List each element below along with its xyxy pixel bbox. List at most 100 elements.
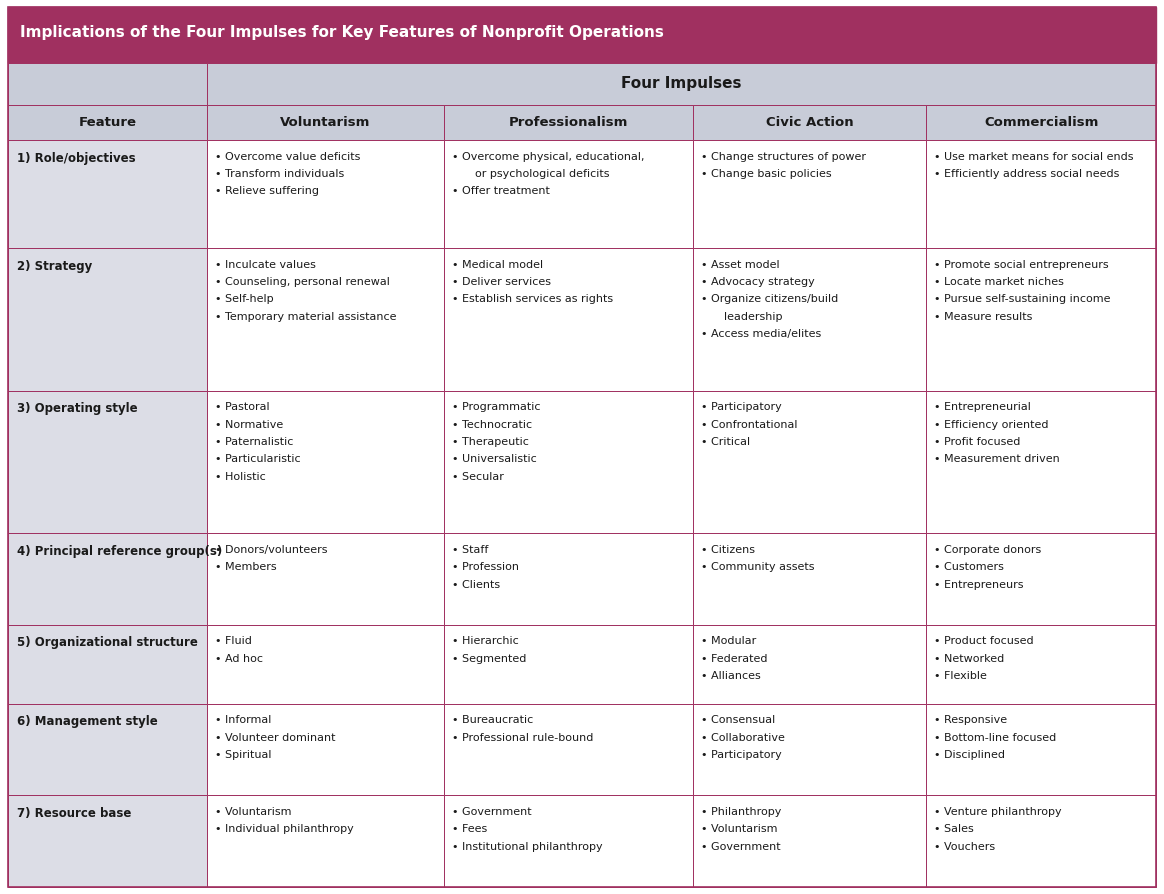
Text: • Asset model: • Asset model bbox=[702, 259, 780, 270]
Bar bbox=[8, 391, 207, 533]
Bar bbox=[8, 63, 207, 105]
Bar bbox=[694, 391, 927, 533]
Text: • Institutional philanthropy: • Institutional philanthropy bbox=[453, 842, 603, 852]
Text: • Consensual: • Consensual bbox=[702, 715, 775, 725]
Text: • Disciplined: • Disciplined bbox=[935, 750, 1006, 760]
Text: • Efficiency oriented: • Efficiency oriented bbox=[935, 419, 1049, 430]
Text: Civic Action: Civic Action bbox=[766, 116, 853, 129]
Text: • Fees: • Fees bbox=[453, 824, 488, 834]
Bar bbox=[207, 63, 1156, 105]
Bar bbox=[694, 248, 927, 391]
Text: Implications of the Four Impulses for Key Features of Nonprofit Operations: Implications of the Four Impulses for Ke… bbox=[20, 25, 663, 40]
Bar bbox=[445, 391, 694, 533]
Text: 1) Role/objectives: 1) Role/objectives bbox=[17, 152, 136, 164]
Text: • Particularistic: • Particularistic bbox=[215, 454, 300, 465]
Text: 7) Resource base: 7) Resource base bbox=[17, 807, 132, 820]
Text: • Counseling, personal renewal: • Counseling, personal renewal bbox=[215, 277, 390, 287]
Bar bbox=[694, 140, 927, 248]
Bar bbox=[445, 625, 694, 704]
Text: • Community assets: • Community assets bbox=[702, 562, 815, 572]
Text: 6) Management style: 6) Management style bbox=[17, 715, 158, 729]
Bar bbox=[207, 625, 445, 704]
Bar bbox=[8, 7, 1156, 63]
Text: 2) Strategy: 2) Strategy bbox=[17, 259, 93, 273]
Text: or psychological deficits: or psychological deficits bbox=[475, 169, 609, 179]
Text: • Measure results: • Measure results bbox=[935, 312, 1032, 322]
Text: • Programmatic: • Programmatic bbox=[453, 402, 541, 412]
Text: • Participatory: • Participatory bbox=[702, 402, 782, 412]
Bar bbox=[445, 533, 694, 625]
Bar bbox=[445, 248, 694, 391]
Bar bbox=[927, 704, 1156, 796]
Bar bbox=[8, 796, 207, 887]
Text: • Philanthropy: • Philanthropy bbox=[702, 807, 782, 817]
Bar bbox=[445, 105, 694, 140]
Text: • Deliver services: • Deliver services bbox=[453, 277, 552, 287]
Bar bbox=[927, 248, 1156, 391]
Text: • Spiritual: • Spiritual bbox=[215, 750, 271, 760]
Text: • Medical model: • Medical model bbox=[453, 259, 544, 270]
Text: • Overcome physical, educational,: • Overcome physical, educational, bbox=[453, 152, 645, 162]
Text: • Offer treatment: • Offer treatment bbox=[453, 187, 551, 197]
Bar bbox=[207, 704, 445, 796]
Text: • Confrontational: • Confrontational bbox=[702, 419, 799, 430]
Text: • Overcome value deficits: • Overcome value deficits bbox=[215, 152, 360, 162]
Text: • Alliances: • Alliances bbox=[702, 671, 761, 681]
Text: • Establish services as rights: • Establish services as rights bbox=[453, 294, 613, 305]
Text: • Entrepreneurs: • Entrepreneurs bbox=[935, 579, 1024, 590]
Text: • Responsive: • Responsive bbox=[935, 715, 1008, 725]
Text: • Volunteer dominant: • Volunteer dominant bbox=[215, 733, 335, 743]
Text: • Temporary material assistance: • Temporary material assistance bbox=[215, 312, 397, 322]
Bar bbox=[927, 140, 1156, 248]
Text: • Change structures of power: • Change structures of power bbox=[702, 152, 866, 162]
Bar bbox=[8, 140, 207, 248]
Bar bbox=[207, 391, 445, 533]
Text: • Corporate donors: • Corporate donors bbox=[935, 544, 1042, 555]
Text: • Networked: • Networked bbox=[935, 654, 1005, 663]
Text: • Voluntarism: • Voluntarism bbox=[702, 824, 778, 834]
Text: • Universalistic: • Universalistic bbox=[453, 454, 537, 465]
Bar bbox=[8, 533, 207, 625]
Bar bbox=[694, 105, 927, 140]
Text: • Technocratic: • Technocratic bbox=[453, 419, 533, 430]
Text: Four Impulses: Four Impulses bbox=[622, 76, 741, 91]
Bar bbox=[927, 796, 1156, 887]
Text: • Venture philanthropy: • Venture philanthropy bbox=[935, 807, 1062, 817]
Text: Professionalism: Professionalism bbox=[509, 116, 629, 129]
Text: • Entrepreneurial: • Entrepreneurial bbox=[935, 402, 1031, 412]
Text: • Therapeutic: • Therapeutic bbox=[453, 437, 530, 447]
Text: 4) Principal reference group(s): 4) Principal reference group(s) bbox=[17, 544, 222, 558]
Text: • Profit focused: • Profit focused bbox=[935, 437, 1021, 447]
Bar bbox=[694, 796, 927, 887]
Bar bbox=[694, 533, 927, 625]
Text: • Flexible: • Flexible bbox=[935, 671, 987, 681]
Text: • Normative: • Normative bbox=[215, 419, 283, 430]
Text: • Relieve suffering: • Relieve suffering bbox=[215, 187, 319, 197]
Text: • Customers: • Customers bbox=[935, 562, 1005, 572]
Text: • Inculcate values: • Inculcate values bbox=[215, 259, 315, 270]
Bar bbox=[8, 704, 207, 796]
Text: • Promote social entrepreneurs: • Promote social entrepreneurs bbox=[935, 259, 1109, 270]
Text: • Government: • Government bbox=[702, 842, 781, 852]
Text: • Voluntarism: • Voluntarism bbox=[215, 807, 291, 817]
Text: • Change basic policies: • Change basic policies bbox=[702, 169, 832, 179]
Text: • Government: • Government bbox=[453, 807, 532, 817]
Text: • Pursue self-sustaining income: • Pursue self-sustaining income bbox=[935, 294, 1110, 305]
Text: • Product focused: • Product focused bbox=[935, 637, 1034, 646]
Text: • Holistic: • Holistic bbox=[215, 472, 265, 482]
Text: • Fluid: • Fluid bbox=[215, 637, 251, 646]
Text: 3) Operating style: 3) Operating style bbox=[17, 402, 139, 415]
Bar bbox=[207, 140, 445, 248]
Text: • Use market means for social ends: • Use market means for social ends bbox=[935, 152, 1134, 162]
Text: • Profession: • Profession bbox=[453, 562, 519, 572]
Text: • Critical: • Critical bbox=[702, 437, 751, 447]
Text: • Federated: • Federated bbox=[702, 654, 768, 663]
Text: • Bottom-line focused: • Bottom-line focused bbox=[935, 733, 1057, 743]
Text: Feature: Feature bbox=[78, 116, 136, 129]
Bar bbox=[927, 105, 1156, 140]
Bar bbox=[207, 533, 445, 625]
Text: • Hierarchic: • Hierarchic bbox=[453, 637, 519, 646]
Text: • Segmented: • Segmented bbox=[453, 654, 527, 663]
Bar bbox=[927, 533, 1156, 625]
Text: • Participatory: • Participatory bbox=[702, 750, 782, 760]
